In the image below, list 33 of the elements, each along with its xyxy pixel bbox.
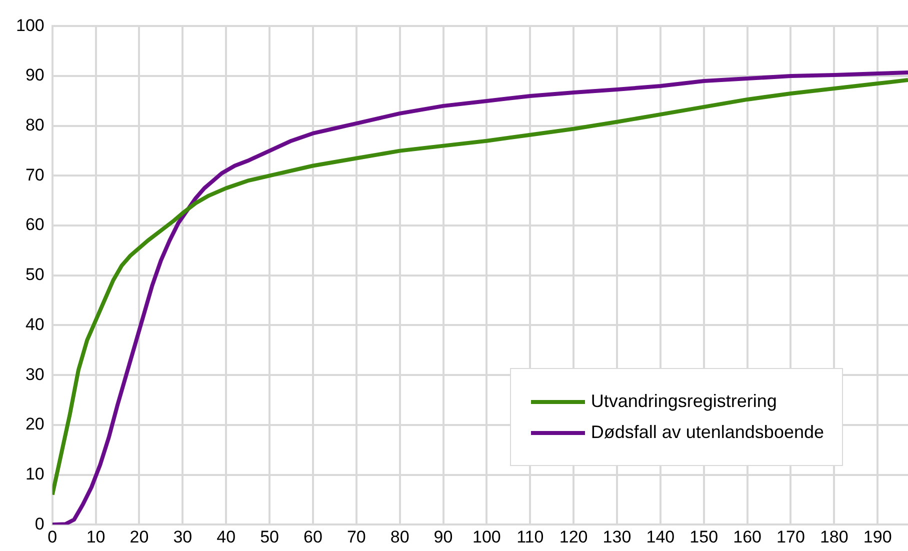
legend-label: Dødsfall av utenlandsboende: [590, 422, 824, 443]
x-tick-label: 40: [216, 527, 236, 546]
y-tick-label: 10: [25, 464, 44, 484]
y-tick-label: 0: [34, 514, 44, 534]
x-tick-label: 190: [863, 527, 892, 546]
y-tick-label: 40: [25, 314, 44, 334]
y-tick-label: 100: [16, 16, 44, 35]
x-tick-label: 170: [776, 527, 805, 546]
x-tick-label: 140: [646, 527, 675, 546]
x-tick-label: 0: [48, 527, 58, 546]
y-tick-label: 70: [25, 165, 44, 184]
y-tick-label: 60: [25, 215, 44, 234]
y-tick-label: 80: [25, 116, 44, 135]
x-tick-label: 150: [690, 527, 718, 546]
x-tick-label: 110: [516, 527, 544, 546]
y-tick-label: 30: [25, 364, 44, 384]
x-tick-label: 80: [390, 527, 410, 546]
x-tick-label: 180: [820, 527, 848, 546]
y-tick-label: 90: [25, 66, 44, 85]
x-tick-label: 130: [602, 527, 632, 546]
y-tick-label: 20: [25, 414, 44, 434]
x-tick-label: 30: [173, 527, 192, 546]
x-tick-label: 120: [559, 527, 588, 546]
x-tick-label: 70: [346, 527, 366, 546]
x-tick-label: 160: [733, 527, 762, 546]
x-tick-label: 50: [260, 527, 279, 546]
x-tick-label: 90: [434, 527, 453, 546]
legend-label: Utvandringsregistrering: [590, 391, 777, 412]
x-tick-label: 20: [130, 527, 149, 546]
x-tick-label: 100: [472, 527, 501, 546]
x-tick-label: 60: [304, 527, 322, 546]
x-tick-label: 10: [86, 527, 106, 546]
y-tick-label: 50: [25, 265, 44, 284]
